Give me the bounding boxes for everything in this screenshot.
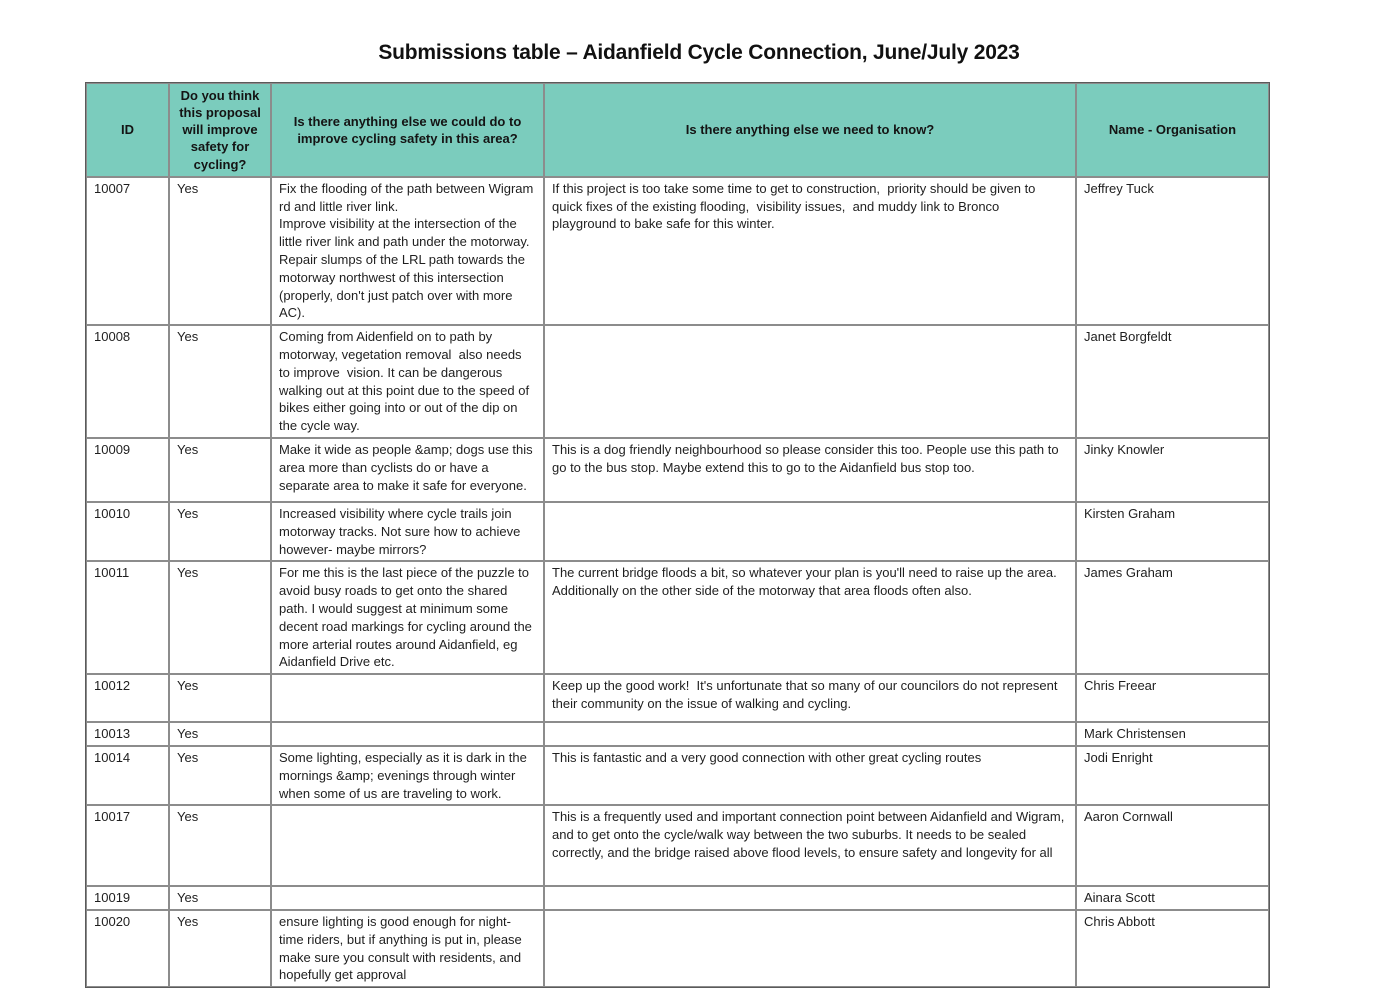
- cell-id: 10008: [86, 325, 169, 438]
- table-row: 10014 Yes Some lighting, especially as it …: [86, 745, 1269, 806]
- cell-improve: Yes: [169, 886, 271, 911]
- cell-improve: Yes: [169, 745, 271, 806]
- table-row: 10013 Yes Mark Christensen: [86, 722, 1269, 746]
- cell-improve: Yes: [169, 910, 271, 988]
- cell-else_improve: Fix the flooding of the path between Wig…: [271, 176, 544, 326]
- cell-need_know: The current bridge floods a bit, so what…: [544, 561, 1076, 675]
- cell-name: Jodi Enright: [1076, 745, 1269, 806]
- cell-need_know: [544, 501, 1076, 562]
- cell-need_know: This is a dog friendly neighbourhood so …: [544, 437, 1076, 502]
- cell-else_improve: Coming from Aidenfield on to path by mot…: [271, 325, 544, 438]
- column-header-name: Name - Organisation: [1076, 83, 1269, 177]
- cell-need_know: If this project is too take some time to…: [544, 176, 1076, 326]
- cell-id: 10017: [86, 805, 169, 887]
- page-title: Submissions table – Aidanfield Cycle Con…: [378, 41, 1020, 64]
- cell-id: 10013: [86, 722, 169, 746]
- table-row: 10017 Yes This is a frequently used and im…: [86, 805, 1269, 887]
- cell-need_know: Keep up the good work! It's unfortunate …: [544, 674, 1076, 723]
- table-row: 10012 Yes Keep up the good work! It's unfo…: [86, 674, 1269, 723]
- cell-improve: Yes: [169, 437, 271, 502]
- cell-id: 10007: [86, 176, 169, 326]
- table-row: 10019 Yes Ainara Scott: [86, 886, 1269, 911]
- cell-name: James Graham: [1076, 561, 1269, 675]
- cell-id: 10010: [86, 501, 169, 562]
- cell-name: Chris Freear: [1076, 674, 1269, 723]
- cell-improve: Yes: [169, 561, 271, 675]
- cell-improve: Yes: [169, 805, 271, 887]
- submissions-table-container: ID Do you think this proposal will improv…: [85, 82, 1270, 989]
- cell-name: Chris Abbott: [1076, 910, 1269, 988]
- cell-need_know: [544, 910, 1076, 988]
- cell-id: 10011: [86, 561, 169, 675]
- cell-else_improve: [271, 722, 544, 746]
- cell-else_improve: [271, 674, 544, 723]
- cell-else_improve: Some lighting, especially as it is dark …: [271, 745, 544, 806]
- table-row: 10011 Yes For me this is the last piece of…: [86, 561, 1269, 675]
- column-header-else_improve: Is there anything else we could do to im…: [271, 83, 544, 177]
- cell-else_improve: [271, 805, 544, 887]
- table-header-row: ID Do you think this proposal will improv…: [86, 83, 1269, 177]
- table-row: 10008 Yes Coming from Aidenfield on to pat…: [86, 325, 1269, 438]
- cell-improve: Yes: [169, 176, 271, 326]
- cell-else_improve: For me this is the last piece of the puz…: [271, 561, 544, 675]
- cell-need_know: [544, 722, 1076, 746]
- cell-improve: Yes: [169, 674, 271, 723]
- cell-name: Ainara Scott: [1076, 886, 1269, 911]
- cell-id: 10009: [86, 437, 169, 502]
- cell-need_know: [544, 886, 1076, 911]
- table-row: 10020 Yes ensure lighting is good enough f…: [86, 910, 1269, 988]
- cell-else_improve: Make it wide as people &amp; dogs use th…: [271, 437, 544, 502]
- cell-name: Jinky Knowler: [1076, 437, 1269, 502]
- cell-id: 10012: [86, 674, 169, 723]
- cell-id: 10014: [86, 745, 169, 806]
- cell-improve: Yes: [169, 722, 271, 746]
- submissions-table: ID Do you think this proposal will improv…: [85, 82, 1270, 989]
- cell-name: Kirsten Graham: [1076, 501, 1269, 562]
- table-row: 10010 Yes Increased visibility where cycle…: [86, 501, 1269, 562]
- cell-need_know: This is fantastic and a very good connec…: [544, 745, 1076, 806]
- cell-improve: Yes: [169, 325, 271, 438]
- table-body: 10007 Yes Fix the flooding of the path bet…: [86, 176, 1269, 988]
- cell-name: Jeffrey Tuck: [1076, 176, 1269, 326]
- table-row: 10009 Yes Make it wide as people &amp; dog…: [86, 437, 1269, 502]
- cell-else_improve: [271, 886, 544, 911]
- cell-need_know: This is a frequently used and important …: [544, 805, 1076, 887]
- cell-id: 10020: [86, 910, 169, 988]
- table-row: 10007 Yes Fix the flooding of the path bet…: [86, 176, 1269, 326]
- column-header-id: ID: [86, 83, 169, 177]
- table-header: ID Do you think this proposal will improv…: [86, 83, 1269, 177]
- cell-name: Janet Borgfeldt: [1076, 325, 1269, 438]
- column-header-improve: Do you think this proposal will improve …: [169, 83, 271, 177]
- cell-name: Mark Christensen: [1076, 722, 1269, 746]
- cell-need_know: [544, 325, 1076, 438]
- cell-else_improve: Increased visibility where cycle trails …: [271, 501, 544, 562]
- cell-id: 10019: [86, 886, 169, 911]
- cell-name: Aaron Cornwall: [1076, 805, 1269, 887]
- cell-else_improve: ensure lighting is good enough for night…: [271, 910, 544, 988]
- cell-improve: Yes: [169, 501, 271, 562]
- column-header-need_know: Is there anything else we need to know?: [544, 83, 1076, 177]
